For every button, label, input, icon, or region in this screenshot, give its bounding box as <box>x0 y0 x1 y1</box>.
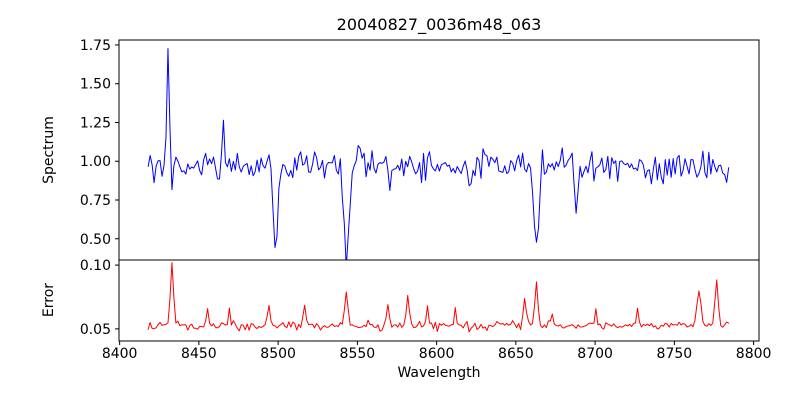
spectrum-y-tick-label: 0.75 <box>80 193 111 209</box>
error-y-axis-label: Error <box>41 283 57 317</box>
spectrum-plot-frame <box>118 39 760 261</box>
error-plot-frame <box>118 259 760 342</box>
wavelength-x-tick-label: 8750 <box>657 346 693 362</box>
error-series-group <box>147 262 730 333</box>
x-axis-label: Wavelength <box>397 365 480 381</box>
spectrum-y-tick-label: 1.00 <box>80 154 111 170</box>
spectrum-series-group <box>147 48 730 260</box>
wavelength-x-tick-label: 8450 <box>181 346 217 362</box>
wavelength-x-tick-label: 8500 <box>260 346 296 362</box>
wavelength-x-tick-label: 8800 <box>736 346 772 362</box>
wavelength-x-tick-label: 8600 <box>419 346 455 362</box>
wavelength-x-tick-label: 8550 <box>340 346 376 362</box>
spectrum-y-tick-label: 0.50 <box>80 232 111 248</box>
spectrum-y-axis-label: Spectrum <box>41 116 57 184</box>
chart-title: 20040827_0036m48_063 <box>337 15 542 35</box>
axis-ticks-group: 0.50 0.75 1.00 1.25 1.50 1.75 0.05 0.10 8400 8450… <box>80 38 772 362</box>
spectrum-y-tick-label: 1.75 <box>80 38 111 54</box>
spectrum-y-tick-label: 1.25 <box>80 115 111 131</box>
wavelength-x-tick-label: 8700 <box>577 346 613 362</box>
spectrum-y-tick-label: 1.50 <box>80 77 111 93</box>
error-line <box>147 262 730 333</box>
error-y-tick-label: 0.05 <box>80 322 111 338</box>
spectrum-line <box>147 48 730 260</box>
wavelength-x-tick-label: 8650 <box>498 346 534 362</box>
error-y-tick-label: 0.10 <box>80 258 111 274</box>
wavelength-x-tick-label: 8400 <box>102 346 138 362</box>
